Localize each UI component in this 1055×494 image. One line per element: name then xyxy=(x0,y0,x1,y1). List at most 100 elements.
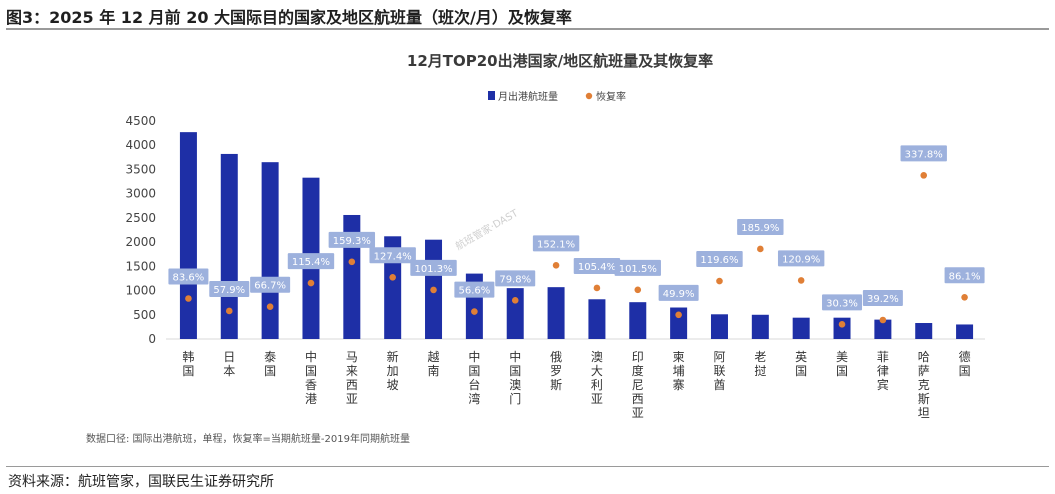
recovery-label-box xyxy=(822,294,863,311)
recovery-dot xyxy=(430,286,437,294)
recovery-dot xyxy=(185,295,192,302)
recovery-label: 152.1% xyxy=(537,239,575,250)
recovery-label: 120.9% xyxy=(782,254,820,265)
bar xyxy=(710,314,728,339)
category-label: 哈萨克斯坦 xyxy=(918,350,930,420)
category-label: 澳大利亚 xyxy=(591,350,603,406)
recovery-label: 49.9% xyxy=(663,289,695,300)
bar xyxy=(833,317,851,339)
recovery-label: 127.4% xyxy=(374,251,412,262)
source-note: 资料来源：航班管家，国联民生证券研究所 xyxy=(8,474,274,490)
category-label: 阿联酋 xyxy=(713,350,725,392)
recovery-dot xyxy=(471,308,478,315)
recovery-dot xyxy=(797,277,805,284)
bottom-rule xyxy=(6,466,1049,467)
y-tick-label: 4500 xyxy=(125,114,156,128)
y-tick-label: 1500 xyxy=(125,259,156,273)
recovery-label-box xyxy=(209,280,250,297)
recovery-dot xyxy=(552,262,560,269)
recovery-label-box xyxy=(614,259,661,276)
recovery-label-box xyxy=(737,218,784,235)
y-axis-ticks: 0 500 1000 1500 2000 2500 3000 3500 4000 4500 xyxy=(125,114,156,346)
recovery-dot xyxy=(225,307,233,315)
recovery-dot xyxy=(634,286,642,294)
category-label: 柬埔寨 xyxy=(673,350,685,392)
category-label: 英国 xyxy=(795,350,807,378)
category-label: 德国 xyxy=(959,349,971,378)
category-label: 韩国 xyxy=(182,349,194,378)
bar xyxy=(670,307,688,339)
category-label: 老挝 xyxy=(754,350,766,378)
recovery-dot xyxy=(879,316,887,324)
legend-bar-label: 月出港航班量 xyxy=(498,90,558,103)
x-axis-ticks: 韩国 日本 泰国 中国香港 马来西亚 新加坡 越南 中国台湾 中国澳门 俄罗斯 澳大利亚 印度尼西亚 柬… xyxy=(182,349,970,420)
bar xyxy=(261,162,279,339)
y-tick-label: 4000 xyxy=(125,138,156,152)
recovery-dot xyxy=(961,293,968,301)
recovery-label-box xyxy=(454,281,495,298)
y-tick-label: 2500 xyxy=(125,211,156,225)
recovery-label-box xyxy=(900,145,947,162)
bar xyxy=(956,324,974,339)
recovery-label: 79.8% xyxy=(499,274,531,285)
recovery-label-box xyxy=(287,253,335,270)
y-tick-label: 500 xyxy=(133,308,156,322)
recovery-label: 105.4% xyxy=(578,262,616,273)
category-label: 日本 xyxy=(223,350,235,378)
recovery-label-box xyxy=(369,247,416,264)
legend-bar-swatch xyxy=(488,91,495,100)
category-label: 中国澳门 xyxy=(509,349,521,406)
recovery-label: 39.2% xyxy=(867,294,899,305)
recovery-dot xyxy=(838,321,846,328)
recovery-label-box xyxy=(944,267,985,284)
category-label: 泰国 xyxy=(264,350,276,378)
legend-dot-label: 恢复率 xyxy=(596,90,626,103)
recovery-label-box xyxy=(658,284,699,301)
recovery-dot xyxy=(593,284,601,292)
recovery-label-box xyxy=(495,270,536,287)
bar xyxy=(547,287,565,339)
recovery-label: 86.1% xyxy=(949,271,981,282)
recovery-label-box xyxy=(250,276,291,293)
recovery-dots xyxy=(185,172,968,328)
bar xyxy=(588,299,606,339)
recovery-label-box xyxy=(862,290,903,307)
bar xyxy=(915,323,933,339)
category-label: 越南 xyxy=(428,350,440,378)
recovery-label: 83.6% xyxy=(173,273,205,284)
recovery-label-box xyxy=(328,231,376,248)
bar xyxy=(179,132,197,339)
recovery-dot xyxy=(307,279,315,287)
y-tick-label: 2000 xyxy=(125,235,156,249)
figure-title: 图3：2025 年 12 月前 20 大国际目的国家及地区航班量（班次/月）及恢… xyxy=(6,8,572,27)
category-label: 马来西亚 xyxy=(346,350,358,406)
recovery-dot xyxy=(389,273,396,281)
bar xyxy=(792,317,810,339)
watermark: 航班管家·DAST xyxy=(453,206,521,253)
recovery-label: 30.3% xyxy=(826,298,858,309)
recovery-label-box xyxy=(410,259,457,276)
recovery-dot xyxy=(348,258,356,266)
category-label: 俄罗斯 xyxy=(550,350,562,392)
recovery-label: 185.9% xyxy=(741,223,779,234)
category-label: 美国 xyxy=(836,350,848,378)
recovery-label: 159.3% xyxy=(333,236,371,247)
y-tick-label: 1000 xyxy=(125,284,156,298)
top-rule xyxy=(6,28,1049,30)
chart-title: 12月TOP20出港国家/地区航班量及其恢复率 xyxy=(407,52,713,70)
recovery-label: 115.4% xyxy=(292,257,330,268)
recovery-label: 119.6% xyxy=(700,255,738,266)
recovery-label: 337.8% xyxy=(905,149,943,160)
recovery-dot xyxy=(920,172,928,179)
recovery-label-box xyxy=(573,257,621,274)
recovery-label-box xyxy=(168,268,209,285)
recovery-dot xyxy=(757,245,764,253)
bar xyxy=(629,302,647,339)
legend: 月出港航班量 恢复率 xyxy=(488,90,626,103)
bar xyxy=(751,314,769,339)
recovery-label-box xyxy=(532,235,580,252)
legend-dot-swatch xyxy=(585,92,593,100)
recovery-label-box xyxy=(696,251,743,268)
category-label: 中国香港 xyxy=(305,349,317,406)
category-label: 中国台湾 xyxy=(468,349,480,406)
